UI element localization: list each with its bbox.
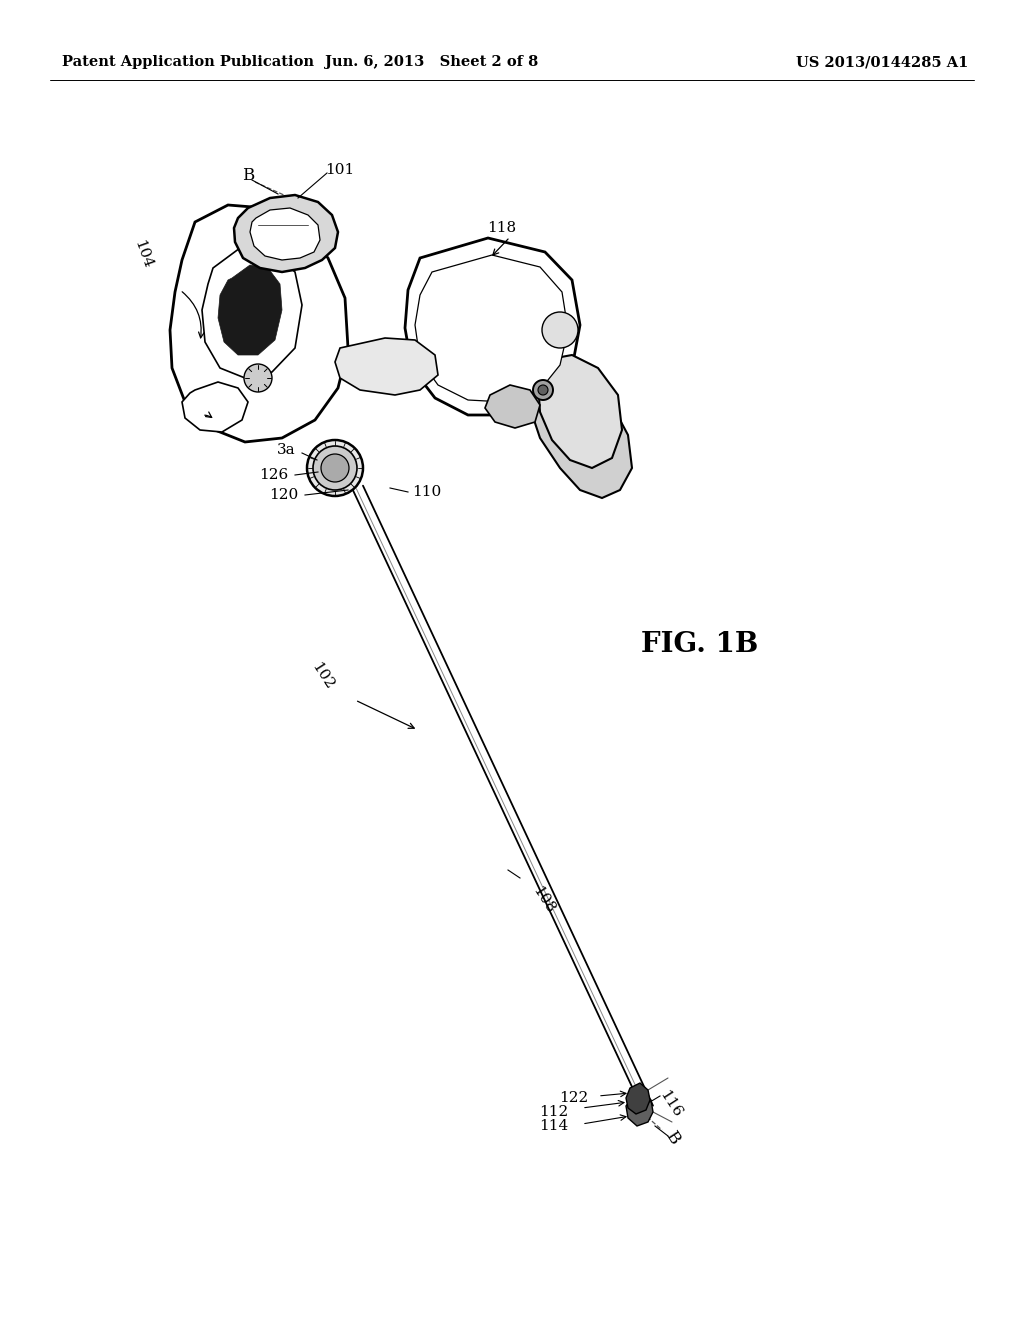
Text: 128: 128 [171,370,195,403]
Circle shape [244,364,272,392]
Circle shape [538,385,548,395]
Text: FIG. 1B: FIG. 1B [641,631,759,659]
Text: Patent Application Publication: Patent Application Publication [62,55,314,69]
Polygon shape [202,248,302,378]
Polygon shape [170,205,348,442]
Circle shape [321,454,349,482]
Polygon shape [485,385,540,428]
Text: 118: 118 [487,220,516,235]
Text: 108: 108 [529,884,557,916]
Polygon shape [415,255,568,403]
Text: 116: 116 [656,1088,684,1121]
Text: 122: 122 [559,1092,588,1105]
Polygon shape [218,265,282,355]
Text: 101: 101 [326,162,354,177]
Text: 120: 120 [268,488,298,502]
Text: 114: 114 [539,1119,568,1133]
Polygon shape [250,209,319,260]
Polygon shape [234,195,338,272]
Text: Jun. 6, 2013   Sheet 2 of 8: Jun. 6, 2013 Sheet 2 of 8 [326,55,539,69]
Polygon shape [626,1094,653,1126]
Circle shape [307,440,362,496]
Text: 104: 104 [131,238,155,271]
Text: 112: 112 [539,1105,568,1119]
Circle shape [534,380,553,400]
Text: 110: 110 [412,484,441,499]
Text: 126: 126 [259,469,288,482]
Text: B: B [662,1129,682,1148]
Text: US 2013/0144285 A1: US 2013/0144285 A1 [796,55,968,69]
Circle shape [313,446,357,490]
Polygon shape [182,381,248,432]
Polygon shape [530,372,632,498]
Polygon shape [353,486,653,1110]
Text: 3a: 3a [276,444,295,457]
Polygon shape [538,355,622,469]
Polygon shape [626,1082,650,1114]
Text: 102: 102 [308,660,336,692]
Polygon shape [406,238,580,414]
Text: B: B [242,166,254,183]
Circle shape [542,312,578,348]
Polygon shape [335,338,438,395]
